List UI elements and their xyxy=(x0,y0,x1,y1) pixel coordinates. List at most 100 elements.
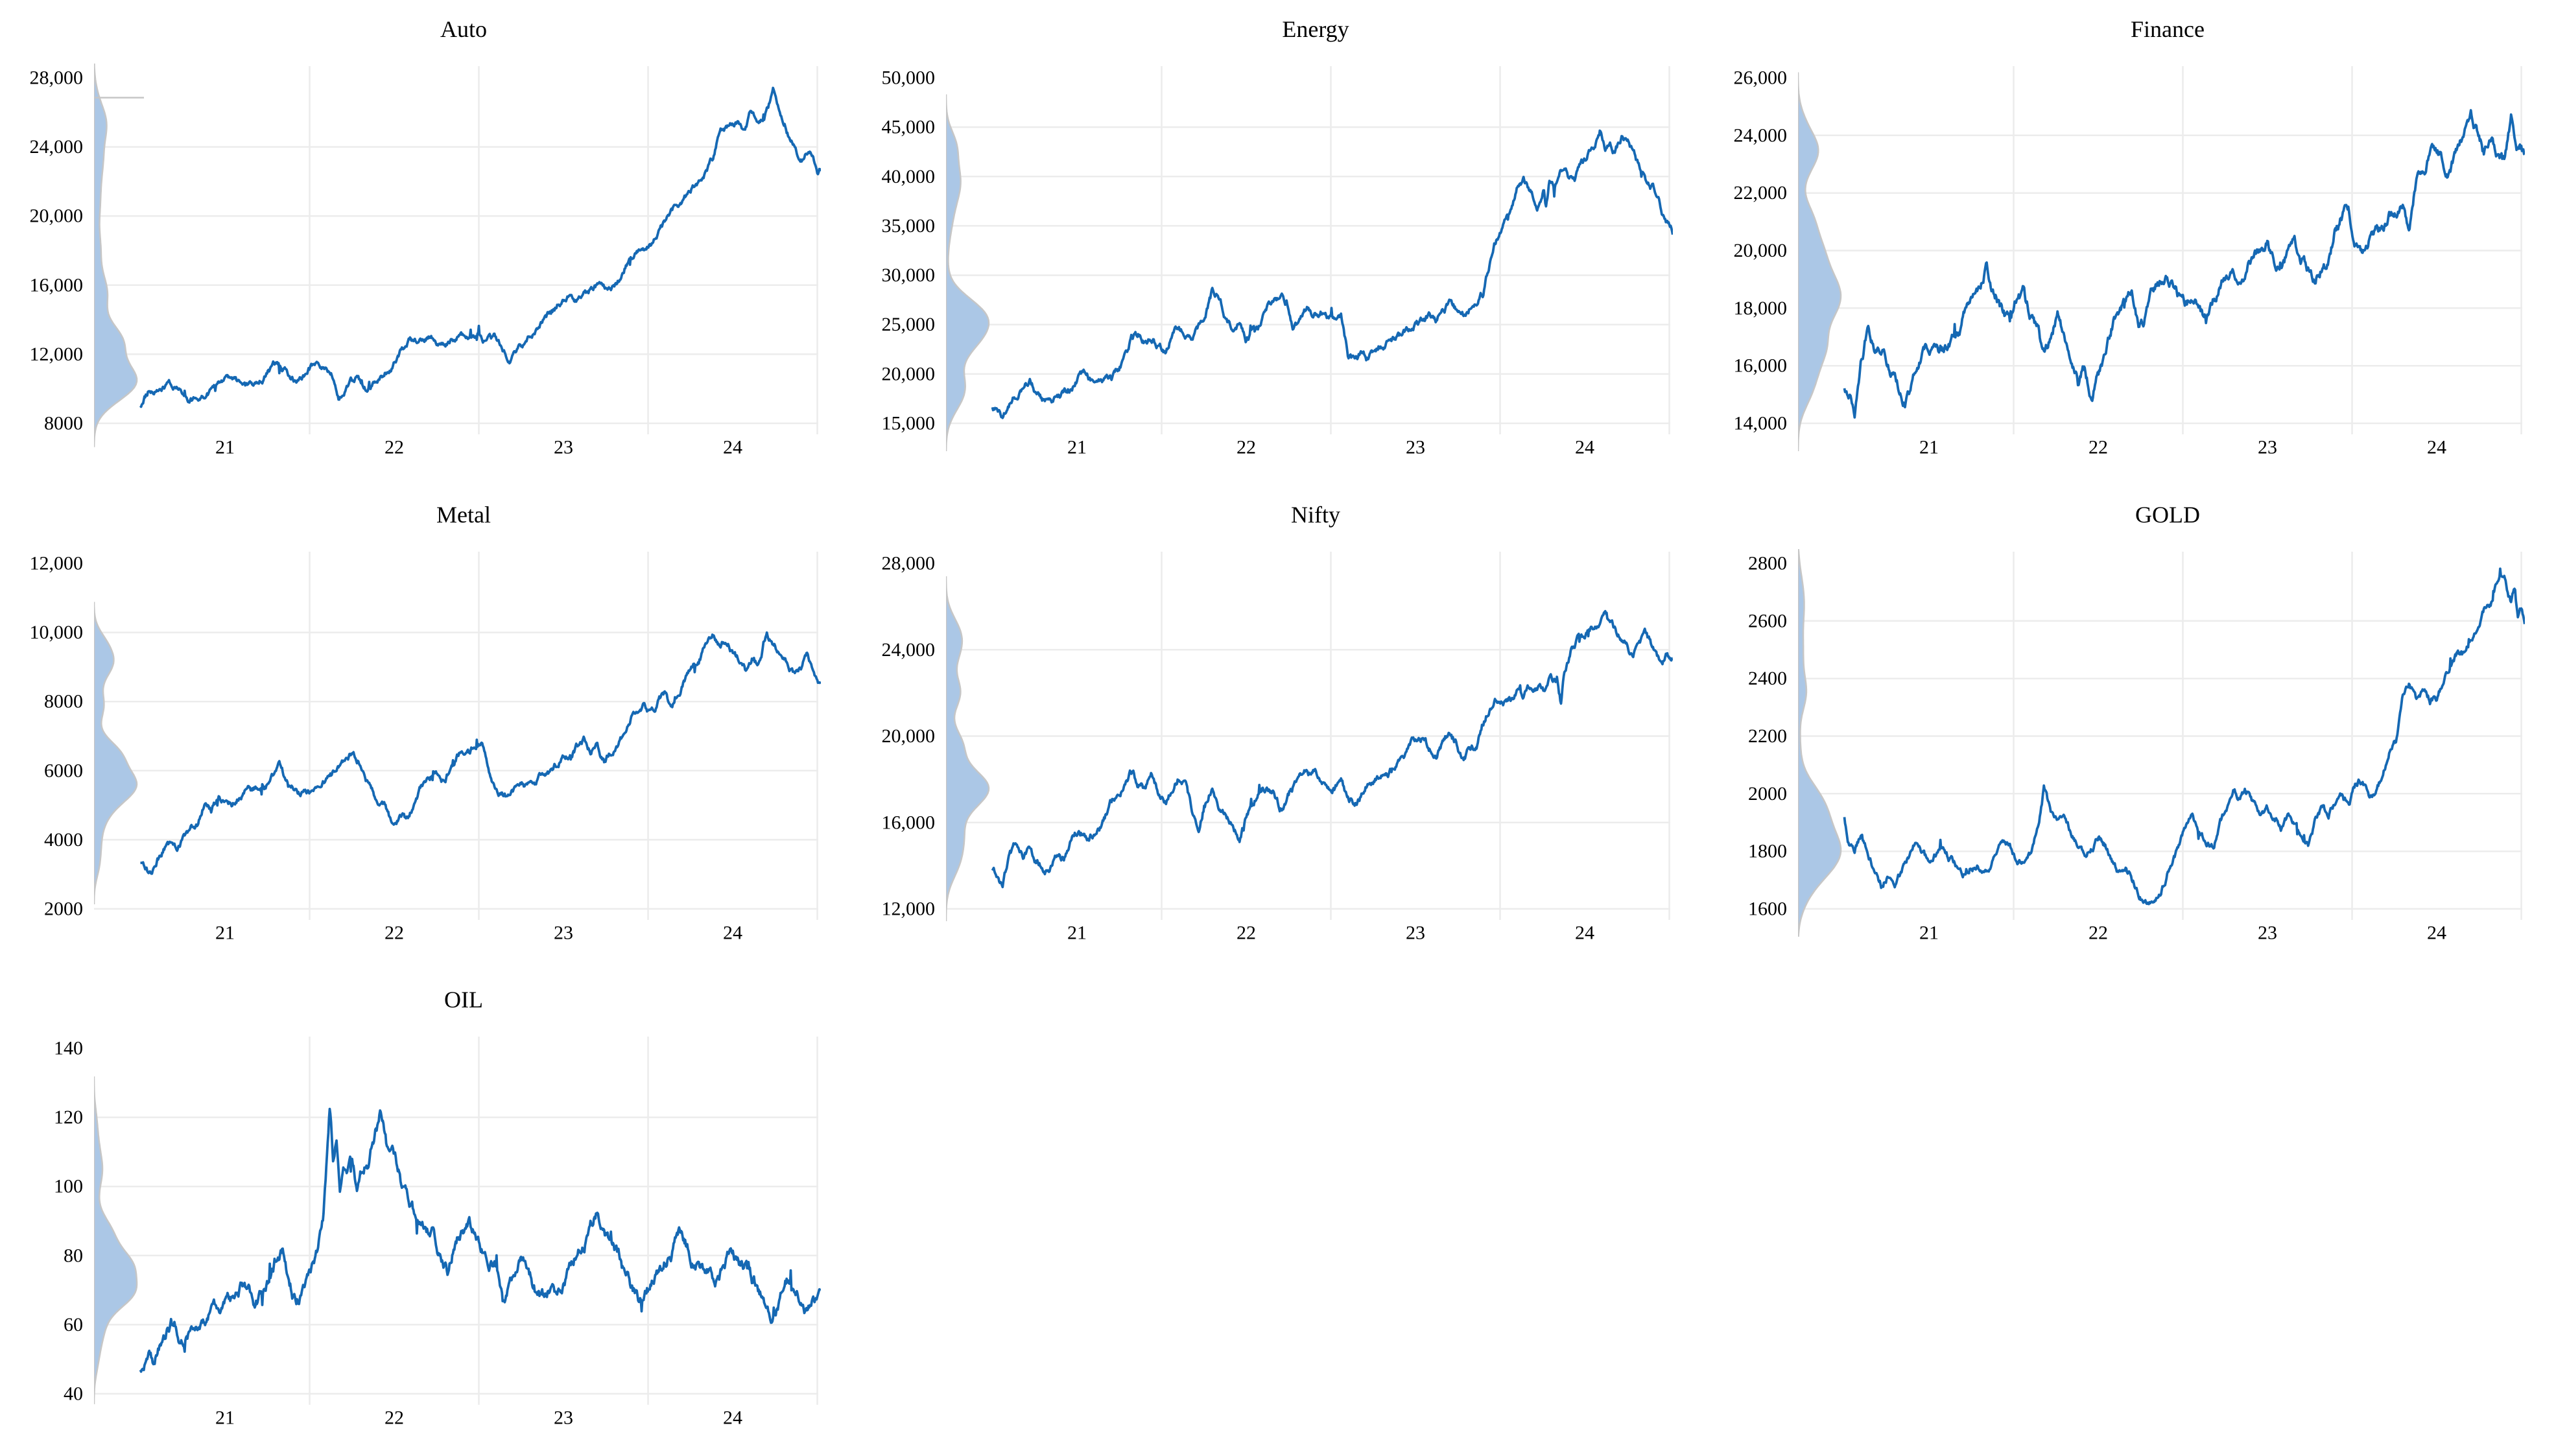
y-tick-label: 20,000 xyxy=(30,205,84,227)
chart-title: GOLD xyxy=(2135,502,2200,528)
chart-svg: OIL 140 120 100 80 60 40 21 22 23 24 xyxy=(54,987,821,1429)
x-tick-label: 22 xyxy=(385,1407,404,1429)
y-tick-label: 16,000 xyxy=(30,274,84,296)
y-tick-label: 1600 xyxy=(1748,898,1787,920)
y-tick-label: 28,000 xyxy=(30,67,84,89)
series-line xyxy=(139,1107,821,1373)
chart-svg: Auto 28,000 24,000 20,000 16,000 12,000 8000 21… xyxy=(30,16,821,458)
y-tick-label: 12,000 xyxy=(30,553,84,574)
chart-title: OIL xyxy=(444,987,483,1013)
x-tick-label: 22 xyxy=(385,437,404,458)
series-line xyxy=(1843,109,2525,419)
y-tick-label: 20,000 xyxy=(882,725,936,747)
y-tick-label: 25,000 xyxy=(882,314,936,335)
y-tick-label: 30,000 xyxy=(882,264,936,286)
x-axis-labels: 21 22 23 24 xyxy=(215,1407,742,1429)
y-tick-label: 16,000 xyxy=(1734,355,1788,377)
x-tick-label: 23 xyxy=(2258,922,2277,944)
y-tick-label: 18,000 xyxy=(1734,298,1788,319)
chart-title: Auto xyxy=(440,16,487,42)
series-line xyxy=(1843,567,2525,906)
x-tick-label: 24 xyxy=(2427,922,2446,944)
y-tick-label: 35,000 xyxy=(882,215,936,237)
x-tick-label: 21 xyxy=(1919,922,1939,944)
x-tick-label: 23 xyxy=(1406,437,1425,458)
x-gridlines xyxy=(309,1037,818,1405)
x-gridlines xyxy=(1161,66,1670,434)
series-line xyxy=(139,631,821,875)
chart-oil: OIL 140 120 100 80 60 40 21 22 23 24 xyxy=(0,970,852,1456)
x-tick-label: 24 xyxy=(723,922,742,944)
y-tick-label: 1800 xyxy=(1748,841,1787,862)
x-tick-label: 22 xyxy=(385,922,404,944)
y-tick-label: 60 xyxy=(64,1314,83,1335)
y-tick-label: 40,000 xyxy=(882,166,936,187)
x-tick-label: 21 xyxy=(215,437,235,458)
y-gridlines xyxy=(1798,620,2522,910)
y-tick-label: 12,000 xyxy=(882,898,936,920)
x-axis-labels: 21 22 23 24 xyxy=(1919,922,2446,944)
x-tick-label: 23 xyxy=(1406,922,1425,944)
y-tick-label: 22,000 xyxy=(1734,182,1788,204)
chart-energy: Energy 50,000 45,000 40,000 35,000 30,000 25,0… xyxy=(852,0,1704,486)
y-gridlines xyxy=(94,631,818,910)
y-gridlines xyxy=(946,649,1670,910)
y-tick-label: 40 xyxy=(64,1383,83,1405)
marginal-density xyxy=(94,602,138,905)
y-axis-labels: 12,000 10,000 8000 6000 4000 2000 xyxy=(30,553,84,920)
x-gridlines xyxy=(309,66,818,434)
x-tick-label: 21 xyxy=(1919,437,1939,458)
chart-auto: Auto 28,000 24,000 20,000 16,000 12,000 8000 21… xyxy=(0,0,852,486)
chart-gold: GOLD 2800 2600 2400 2200 2000 1800 1600 21 22 23 24 xyxy=(1704,486,2556,971)
chart-svg: GOLD 2800 2600 2400 2200 2000 1800 1600 21 22 23 24 xyxy=(1748,502,2525,944)
marginal-density xyxy=(1798,72,1842,451)
x-gridlines xyxy=(1161,552,1670,920)
x-tick-label: 24 xyxy=(723,1407,742,1429)
y-tick-label: 12,000 xyxy=(30,344,84,365)
chart-title: Nifty xyxy=(1291,502,1340,528)
x-tick-label: 21 xyxy=(215,922,235,944)
y-axis-labels: 50,000 45,000 40,000 35,000 30,000 25,000 20,0… xyxy=(882,67,936,434)
marginal-density xyxy=(94,64,138,447)
y-tick-label: 20,000 xyxy=(1734,240,1788,261)
x-gridlines xyxy=(2013,66,2522,434)
y-tick-label: 140 xyxy=(54,1038,83,1059)
y-axis-labels: 140 120 100 80 60 40 xyxy=(54,1038,83,1405)
x-tick-label: 22 xyxy=(2089,437,2108,458)
x-axis-labels: 21 22 23 24 xyxy=(1067,922,1594,944)
x-axis-labels: 21 22 23 24 xyxy=(1067,437,1594,458)
y-tick-label: 28,000 xyxy=(882,553,936,574)
chart-metal: Metal 12,000 10,000 8000 6000 4000 2000 21 22 23 2… xyxy=(0,486,852,971)
y-tick-label: 100 xyxy=(54,1176,83,1197)
x-tick-label: 21 xyxy=(215,1407,235,1429)
y-tick-label: 6000 xyxy=(44,760,83,781)
x-tick-label: 23 xyxy=(554,922,573,944)
y-tick-label: 14,000 xyxy=(1734,413,1788,434)
x-tick-label: 24 xyxy=(1575,922,1594,944)
x-tick-label: 23 xyxy=(554,437,573,458)
y-tick-label: 16,000 xyxy=(882,812,936,833)
y-axis-labels: 28,000 24,000 20,000 16,000 12,000 xyxy=(882,553,936,920)
y-tick-label: 80 xyxy=(64,1245,83,1266)
series-line xyxy=(139,86,821,408)
y-tick-label: 45,000 xyxy=(882,117,936,138)
y-axis-labels: 2800 2600 2400 2200 2000 1800 1600 xyxy=(1748,553,1787,920)
series-line xyxy=(991,129,1673,419)
x-gridlines xyxy=(309,552,818,920)
y-tick-label: 2600 xyxy=(1748,610,1787,631)
y-tick-label: 20,000 xyxy=(882,363,936,384)
y-tick-label: 50,000 xyxy=(882,67,936,89)
y-tick-label: 24,000 xyxy=(1734,124,1788,146)
y-tick-label: 2000 xyxy=(1748,783,1787,804)
y-tick-label: 24,000 xyxy=(882,639,936,661)
chart-title: Finance xyxy=(2131,16,2205,42)
x-tick-label: 22 xyxy=(1237,922,1256,944)
y-gridlines xyxy=(1798,134,2522,425)
y-tick-label: 26,000 xyxy=(1734,67,1788,89)
y-tick-label: 120 xyxy=(54,1107,83,1128)
y-tick-label: 2000 xyxy=(44,898,83,920)
chart-title: Energy xyxy=(1282,16,1349,42)
y-axis-labels: 28,000 24,000 20,000 16,000 12,000 8000 xyxy=(30,67,84,434)
x-tick-label: 21 xyxy=(1067,437,1087,458)
